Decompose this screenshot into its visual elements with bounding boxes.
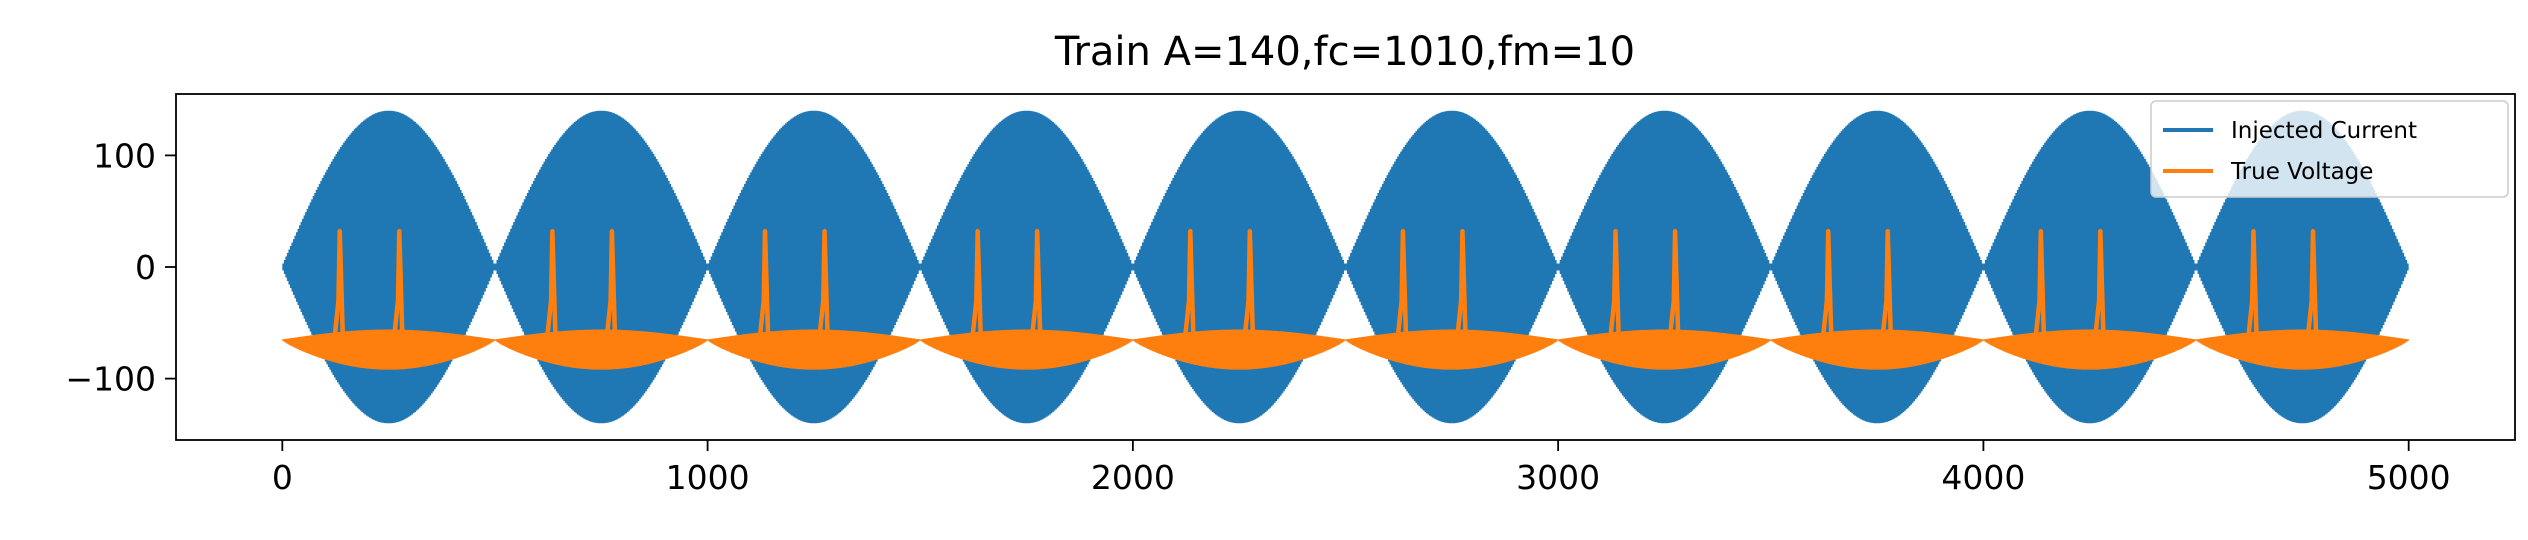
legend-label: True Voltage	[2230, 159, 2373, 185]
y-tick-label: −100	[65, 360, 156, 399]
legend: Injected Current True Voltage	[2150, 100, 2509, 198]
voltage-spike	[1028, 229, 1048, 365]
x-axis: 0 1000 2000 3000 4000 5000	[272, 440, 2451, 497]
voltage-spike	[1879, 229, 1899, 365]
voltage-spike	[1182, 229, 1201, 365]
chart-title: Train A=140,fc=1010,fm=10	[1054, 29, 1635, 75]
x-tick-label: 0	[272, 458, 293, 497]
voltage-spike	[756, 229, 776, 365]
voltage-spike	[1394, 229, 1414, 365]
x-tick-label: 2000	[1091, 458, 1175, 497]
x-tick-label: 1000	[666, 458, 750, 497]
voltage-spike	[969, 229, 989, 365]
voltage-spike	[1607, 229, 1627, 365]
voltage-spike	[1819, 229, 1839, 365]
voltage-spike	[2092, 229, 2112, 365]
y-tick-label: 0	[135, 248, 156, 287]
voltage-spike	[391, 229, 410, 365]
voltage-spike	[2304, 229, 2324, 365]
voltage-spike	[1666, 229, 1686, 365]
voltage-spike	[1454, 229, 1474, 365]
y-tick-label: 100	[93, 136, 156, 175]
voltage-spike	[1241, 229, 1261, 365]
series-injected-current	[282, 110, 2409, 424]
voltage-spike	[544, 229, 564, 365]
legend-label: Injected Current	[2231, 118, 2417, 144]
legend-box	[2150, 100, 2509, 198]
y-axis: −100 0 100	[65, 136, 176, 399]
voltage-spike	[331, 229, 351, 365]
series-true-voltage	[282, 329, 2409, 370]
x-tick-label: 3000	[1516, 458, 1600, 497]
voltage-spike	[816, 229, 836, 365]
voltage-spike	[2245, 229, 2265, 365]
voltage-spike	[2032, 229, 2052, 365]
x-tick-label: 4000	[1941, 458, 2025, 497]
voltage-spike	[603, 229, 623, 365]
x-tick-label: 5000	[2367, 458, 2451, 497]
